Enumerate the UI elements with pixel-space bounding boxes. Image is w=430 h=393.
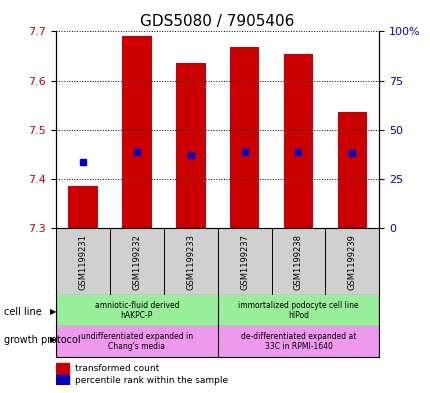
- Bar: [56, 326, 217, 357]
- Bar: [217, 326, 378, 357]
- Bar: [337, 112, 366, 228]
- Bar: [56, 228, 110, 295]
- Text: ▶: ▶: [49, 335, 56, 343]
- Text: amniotic-fluid derived
hAKPC-P: amniotic-fluid derived hAKPC-P: [94, 301, 179, 320]
- Bar: [217, 228, 271, 295]
- Bar: [325, 228, 378, 295]
- Text: de-differentiated expanded at
33C in RPMI-1640: de-differentiated expanded at 33C in RPM…: [240, 332, 355, 351]
- Text: immortalized podocyte cell line
hIPod: immortalized podocyte cell line hIPod: [238, 301, 358, 320]
- Bar: [175, 63, 205, 228]
- Bar: [163, 228, 217, 295]
- Text: GSM1199237: GSM1199237: [240, 233, 249, 290]
- Bar: [217, 295, 378, 326]
- Text: undifferentiated expanded in
Chang's media: undifferentiated expanded in Chang's med…: [80, 332, 193, 351]
- Title: GDS5080 / 7905406: GDS5080 / 7905406: [140, 14, 294, 29]
- Bar: [56, 363, 69, 374]
- Text: GSM1199238: GSM1199238: [293, 233, 302, 290]
- Text: percentile rank within the sample: percentile rank within the sample: [75, 376, 228, 386]
- Text: GSM1199231: GSM1199231: [78, 234, 87, 290]
- Bar: [229, 47, 259, 228]
- Bar: [68, 186, 98, 228]
- Bar: [56, 375, 69, 387]
- Text: GSM1199233: GSM1199233: [186, 233, 195, 290]
- Bar: [122, 36, 151, 228]
- Text: growth protocol: growth protocol: [4, 335, 81, 345]
- Bar: [283, 53, 313, 228]
- Text: GSM1199232: GSM1199232: [132, 234, 141, 290]
- Bar: [56, 295, 217, 326]
- Text: ▶: ▶: [49, 307, 56, 316]
- Text: transformed count: transformed count: [75, 364, 159, 373]
- Text: cell line: cell line: [4, 307, 42, 318]
- Bar: [271, 228, 325, 295]
- Text: GSM1199239: GSM1199239: [347, 234, 356, 290]
- Bar: [110, 228, 163, 295]
